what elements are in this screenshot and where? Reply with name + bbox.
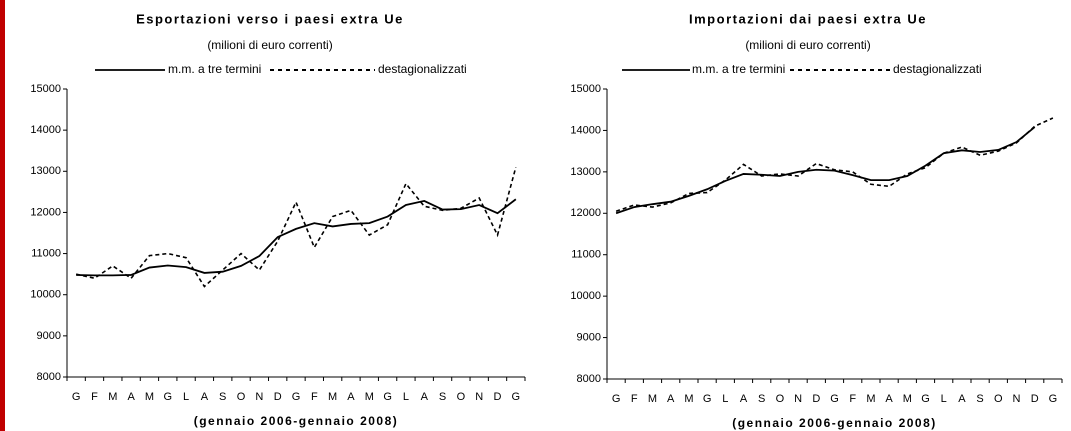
series-line <box>76 198 517 277</box>
y-tick-label: 14000 <box>30 124 61 136</box>
y-tick-label: 10000 <box>30 289 61 301</box>
chart-subtitle: (milioni di euro correnti) <box>207 38 332 52</box>
series-line <box>615 117 1054 212</box>
x-tick-label: S <box>439 391 446 403</box>
x-tick-label: G <box>72 391 81 403</box>
x-tick-label: L <box>941 393 947 405</box>
x-tick-label: A <box>667 393 675 405</box>
x-tick-label: S <box>758 393 765 405</box>
x-tick-label: O <box>237 391 246 403</box>
y-tick-label: 12000 <box>30 206 61 218</box>
x-tick-label: G <box>1049 393 1058 405</box>
legend-label: m.m. a tre termini <box>168 62 261 76</box>
x-tick-label: N <box>1013 393 1021 405</box>
x-tick-label: L <box>403 391 409 403</box>
x-tick-label: O <box>457 391 466 403</box>
x-tick-label: A <box>347 391 355 403</box>
x-tick-label: G <box>163 391 172 403</box>
x-axis-label: (gennaio 2006-gennaio 2008) <box>194 414 399 428</box>
x-tick-label: M <box>145 391 154 403</box>
x-tick-label: A <box>740 393 748 405</box>
legend-label: destagionalizzati <box>893 62 982 76</box>
x-tick-label: A <box>885 393 893 405</box>
x-tick-label: A <box>421 391 429 403</box>
x-tick-label: M <box>684 393 693 405</box>
legend-label: m.m. a tre termini <box>692 62 785 76</box>
y-tick-label: 14000 <box>570 124 601 136</box>
x-tick-label: A <box>958 393 966 405</box>
x-tick-label: D <box>1031 393 1039 405</box>
x-tick-label: M <box>866 393 875 405</box>
x-tick-label: N <box>475 391 483 403</box>
chart-title: Esportazioni verso i paesi extra Ue <box>136 11 404 26</box>
legend-label: destagionalizzati <box>378 62 467 76</box>
x-tick-label: D <box>274 391 282 403</box>
x-tick-label: F <box>849 393 856 405</box>
y-tick-label: 12000 <box>570 207 601 219</box>
x-tick-label: S <box>219 391 226 403</box>
x-tick-label: G <box>921 393 930 405</box>
x-tick-label: L <box>183 391 189 403</box>
y-tick-label: 9000 <box>37 330 61 342</box>
y-tick-label: 13000 <box>570 166 601 178</box>
series-line <box>615 126 1036 215</box>
side-bar <box>0 0 5 431</box>
y-tick-label: 11000 <box>31 247 61 259</box>
x-tick-label: G <box>383 391 392 403</box>
x-tick-label: D <box>494 391 502 403</box>
x-tick-label: F <box>91 391 98 403</box>
y-tick-label: 15000 <box>30 83 61 95</box>
y-tick-label: 11000 <box>571 249 601 261</box>
y-tick-label: 8000 <box>37 371 61 383</box>
x-axis-label: (gennaio 2006-gennaio 2008) <box>732 416 937 430</box>
x-tick-label: L <box>722 393 728 405</box>
x-tick-label: F <box>311 391 318 403</box>
x-tick-label: N <box>255 391 263 403</box>
x-tick-label: D <box>812 393 820 405</box>
x-tick-label: M <box>365 391 374 403</box>
y-tick-label: 15000 <box>570 83 601 95</box>
x-tick-label: M <box>903 393 912 405</box>
x-tick-label: O <box>776 393 785 405</box>
x-tick-label: O <box>994 393 1003 405</box>
x-tick-label: G <box>512 391 521 403</box>
y-tick-label: 9000 <box>577 331 601 343</box>
x-tick-label: G <box>703 393 712 405</box>
x-tick-label: G <box>612 393 621 405</box>
x-tick-label: A <box>127 391 135 403</box>
x-tick-label: N <box>794 393 802 405</box>
x-tick-label: G <box>830 393 839 405</box>
chart-subtitle: (milioni di euro correnti) <box>745 38 870 52</box>
y-tick-label: 13000 <box>30 165 61 177</box>
x-tick-label: F <box>631 393 638 405</box>
x-tick-label: G <box>292 391 301 403</box>
x-tick-label: A <box>201 391 209 403</box>
x-tick-label: M <box>648 393 657 405</box>
x-tick-label: S <box>976 393 983 405</box>
series-line <box>75 166 517 288</box>
x-tick-label: M <box>328 391 337 403</box>
chart-title: Importazioni dai paesi extra Ue <box>689 11 927 26</box>
y-tick-label: 10000 <box>570 290 601 302</box>
x-tick-label: M <box>108 391 117 403</box>
y-tick-label: 8000 <box>577 373 601 385</box>
